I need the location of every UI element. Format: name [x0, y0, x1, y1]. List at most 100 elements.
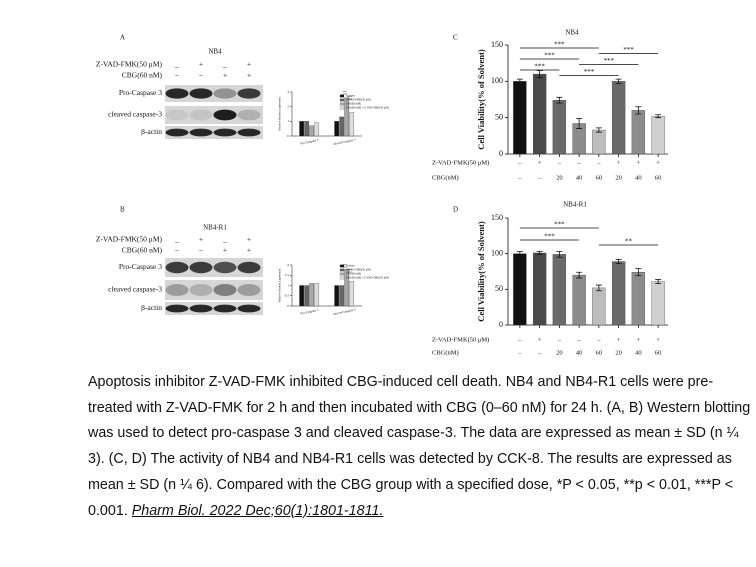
row-mark: –: [517, 349, 522, 356]
panel-letter: C: [453, 34, 458, 42]
y-tick-label: 50: [495, 112, 503, 121]
treatment-mark: _: [222, 235, 227, 244]
treatment-mark: –: [174, 246, 179, 255]
treatment-label: Z-VAD-FMK(50 μM): [96, 60, 163, 69]
significance-label: ***: [584, 68, 595, 76]
treatment-mark: +: [199, 235, 203, 244]
error-bar: [576, 117, 583, 129]
band-label: Pro-Caspase 3: [119, 262, 162, 271]
row-mark: 20: [556, 174, 563, 181]
significance-label: **: [625, 238, 633, 246]
bar: [314, 122, 320, 137]
blot-band: [237, 261, 261, 274]
row-mark: 60: [596, 349, 603, 356]
row-mark: +: [538, 336, 542, 343]
y-tick-label: 1.5: [285, 273, 290, 277]
significance-label: ***: [623, 46, 634, 54]
blot-band: [237, 88, 261, 99]
bar: [309, 283, 315, 307]
treatment-label: CBG(60 nM): [122, 246, 163, 255]
x-tick-label: Pro-Caspase 3: [300, 138, 319, 146]
error-bar: [576, 271, 583, 279]
blot-band: [165, 284, 189, 296]
bar: [349, 112, 355, 137]
bar: [344, 97, 350, 137]
error-bar: [536, 70, 543, 79]
row-mark: –: [517, 159, 522, 166]
panel-letter: B: [120, 206, 125, 214]
legend-label: CBG(60 nM): [346, 103, 361, 106]
treatment-mark: –: [198, 71, 203, 80]
treatment-mark: _: [174, 60, 179, 69]
treatment-label: CBG(60 nM): [122, 71, 163, 80]
blot-band: [165, 304, 189, 313]
bar: [304, 285, 310, 307]
row-mark: +: [617, 336, 621, 343]
significance-label: ***: [554, 41, 565, 49]
blot-band: [165, 261, 189, 274]
y-axis-label: Cell Viability(% of Solvent): [476, 221, 486, 322]
error-bar: [595, 127, 602, 133]
row-mark: –: [596, 336, 601, 343]
row-label: Z-VAD-FMK(50 μM): [432, 159, 489, 166]
row-mark: +: [538, 159, 542, 166]
significance-label: ***: [534, 63, 545, 71]
row-mark: 40: [576, 349, 583, 356]
figure: A NB4 Z-VAD-FMK(50 μM) _ + _ + CBG(60 nM) – – + + Pr…: [96, 29, 668, 356]
row-mark: –: [557, 336, 562, 343]
bar: [513, 253, 527, 326]
bar: [339, 116, 345, 137]
row-mark: 60: [655, 349, 662, 356]
y-tick-label: 0: [499, 149, 503, 158]
x-tick-label: Pro-Caspase 3: [300, 308, 319, 316]
y-tick-label: 0.5: [285, 294, 290, 298]
treatment-mark: –: [198, 246, 203, 255]
row-mark: +: [656, 336, 660, 343]
bar: [339, 285, 345, 307]
row-mark: +: [637, 159, 641, 166]
significance-label: ***: [544, 233, 555, 241]
row-mark: +: [617, 159, 621, 166]
legend-swatch: [339, 94, 345, 98]
legend-label: CBG(60 nM) + Z-VAD-FMK(50 μM): [346, 107, 389, 110]
bar: [334, 121, 340, 137]
blot-band: [165, 109, 189, 121]
legend-swatch: [339, 106, 345, 110]
bar: [611, 81, 626, 155]
blot-band: [213, 284, 237, 296]
chart-title: NB4: [565, 29, 579, 37]
treatment-mark: +: [199, 60, 203, 69]
legend-label: Z-VAD-FMK(50 μM): [346, 99, 371, 102]
treatment-mark: _: [222, 60, 227, 69]
bar: [304, 121, 310, 137]
blot-band: [165, 128, 189, 137]
bar: [344, 268, 350, 307]
y-tick-label: 1: [287, 283, 289, 287]
blot-band: [189, 304, 213, 313]
citation-link[interactable]: Pharm Biol. 2022 Dec;60(1):1801-1811.: [131, 502, 384, 519]
y-tick-label: 0: [287, 304, 289, 308]
bar: [552, 254, 567, 326]
legend-label: Z-VAD-FMK(50 μM): [346, 269, 371, 272]
treatment-mark: +: [247, 71, 251, 80]
row-mark: 20: [615, 174, 622, 181]
row-mark: –: [517, 174, 522, 181]
y-axis-label: Cell Viability(% of Solvent): [476, 49, 486, 150]
row-label: CBG(nM): [432, 349, 459, 356]
bar: [592, 287, 606, 326]
x-tick-label: cleaved caspase-3: [333, 307, 357, 316]
blot-band: [189, 109, 213, 121]
row-mark: 20: [615, 349, 622, 356]
bar: [349, 281, 355, 307]
treatment-label: Z-VAD-FMK(50 μM): [96, 235, 163, 244]
bar: [299, 285, 305, 307]
y-tick-label: 2: [287, 263, 289, 267]
row-mark: 60: [596, 174, 603, 181]
blot-band: [213, 261, 237, 274]
bar: [532, 73, 547, 155]
band-label: cleaved caspase-3: [108, 110, 162, 119]
row-mark: 40: [576, 174, 583, 181]
significance-label: ***: [554, 221, 565, 229]
row-mark: 20: [556, 349, 563, 356]
legend-label: CBG(60 nM): [346, 273, 361, 276]
